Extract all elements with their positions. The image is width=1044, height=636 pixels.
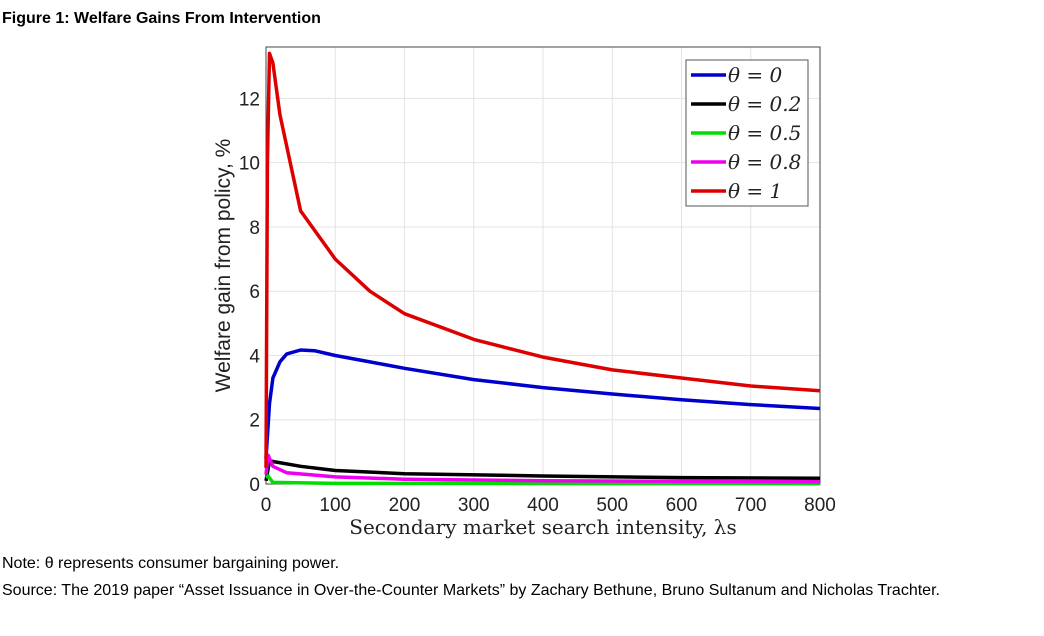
y-tick-label: 6: [249, 282, 260, 303]
x-tick-label: 400: [527, 495, 559, 516]
y-tick-label: 10: [239, 154, 260, 175]
legend-label: θ = 0.8: [728, 150, 801, 174]
x-tick-label: 500: [596, 495, 628, 516]
legend-label: θ = 0.2: [728, 92, 801, 116]
legend-label: θ = 0: [728, 63, 783, 87]
line-chart: 0 100 200 300 400 500 600 700 800 0 2 4 6 8 10 12 Second…: [212, 46, 836, 539]
series-line: [264, 474, 821, 486]
y-tick-label: 12: [239, 89, 260, 110]
y-axis-label: Welfare gain from policy, %: [212, 139, 235, 393]
legend-label: θ = 0.5: [728, 121, 801, 145]
legend-label: θ = 1: [728, 179, 782, 203]
x-tick-label: 300: [458, 495, 490, 516]
x-tick-label: 0: [261, 495, 272, 516]
y-tick-label: 2: [249, 411, 260, 432]
series-line: [264, 348, 821, 459]
x-tick-label: 800: [804, 495, 836, 516]
x-tick-label: 100: [319, 495, 351, 516]
x-tick-label: 200: [389, 495, 421, 516]
note-text: Note: θ represents consumer bargaining p…: [2, 555, 340, 572]
y-tick-label: 4: [249, 346, 260, 367]
y-tick-label: 0: [249, 475, 260, 496]
series-line: [264, 453, 821, 484]
x-axis-label: Secondary market search intensity, λs: [349, 515, 736, 539]
source-text: Source: The 2019 paper “Asset Issuance i…: [2, 582, 940, 599]
x-tick-label: 600: [666, 495, 698, 516]
series-line: [264, 51, 821, 468]
x-tick-label: 700: [735, 495, 767, 516]
y-tick-label: 8: [249, 218, 260, 239]
figure-title: Figure 1: Welfare Gains From Interventio…: [2, 10, 321, 27]
